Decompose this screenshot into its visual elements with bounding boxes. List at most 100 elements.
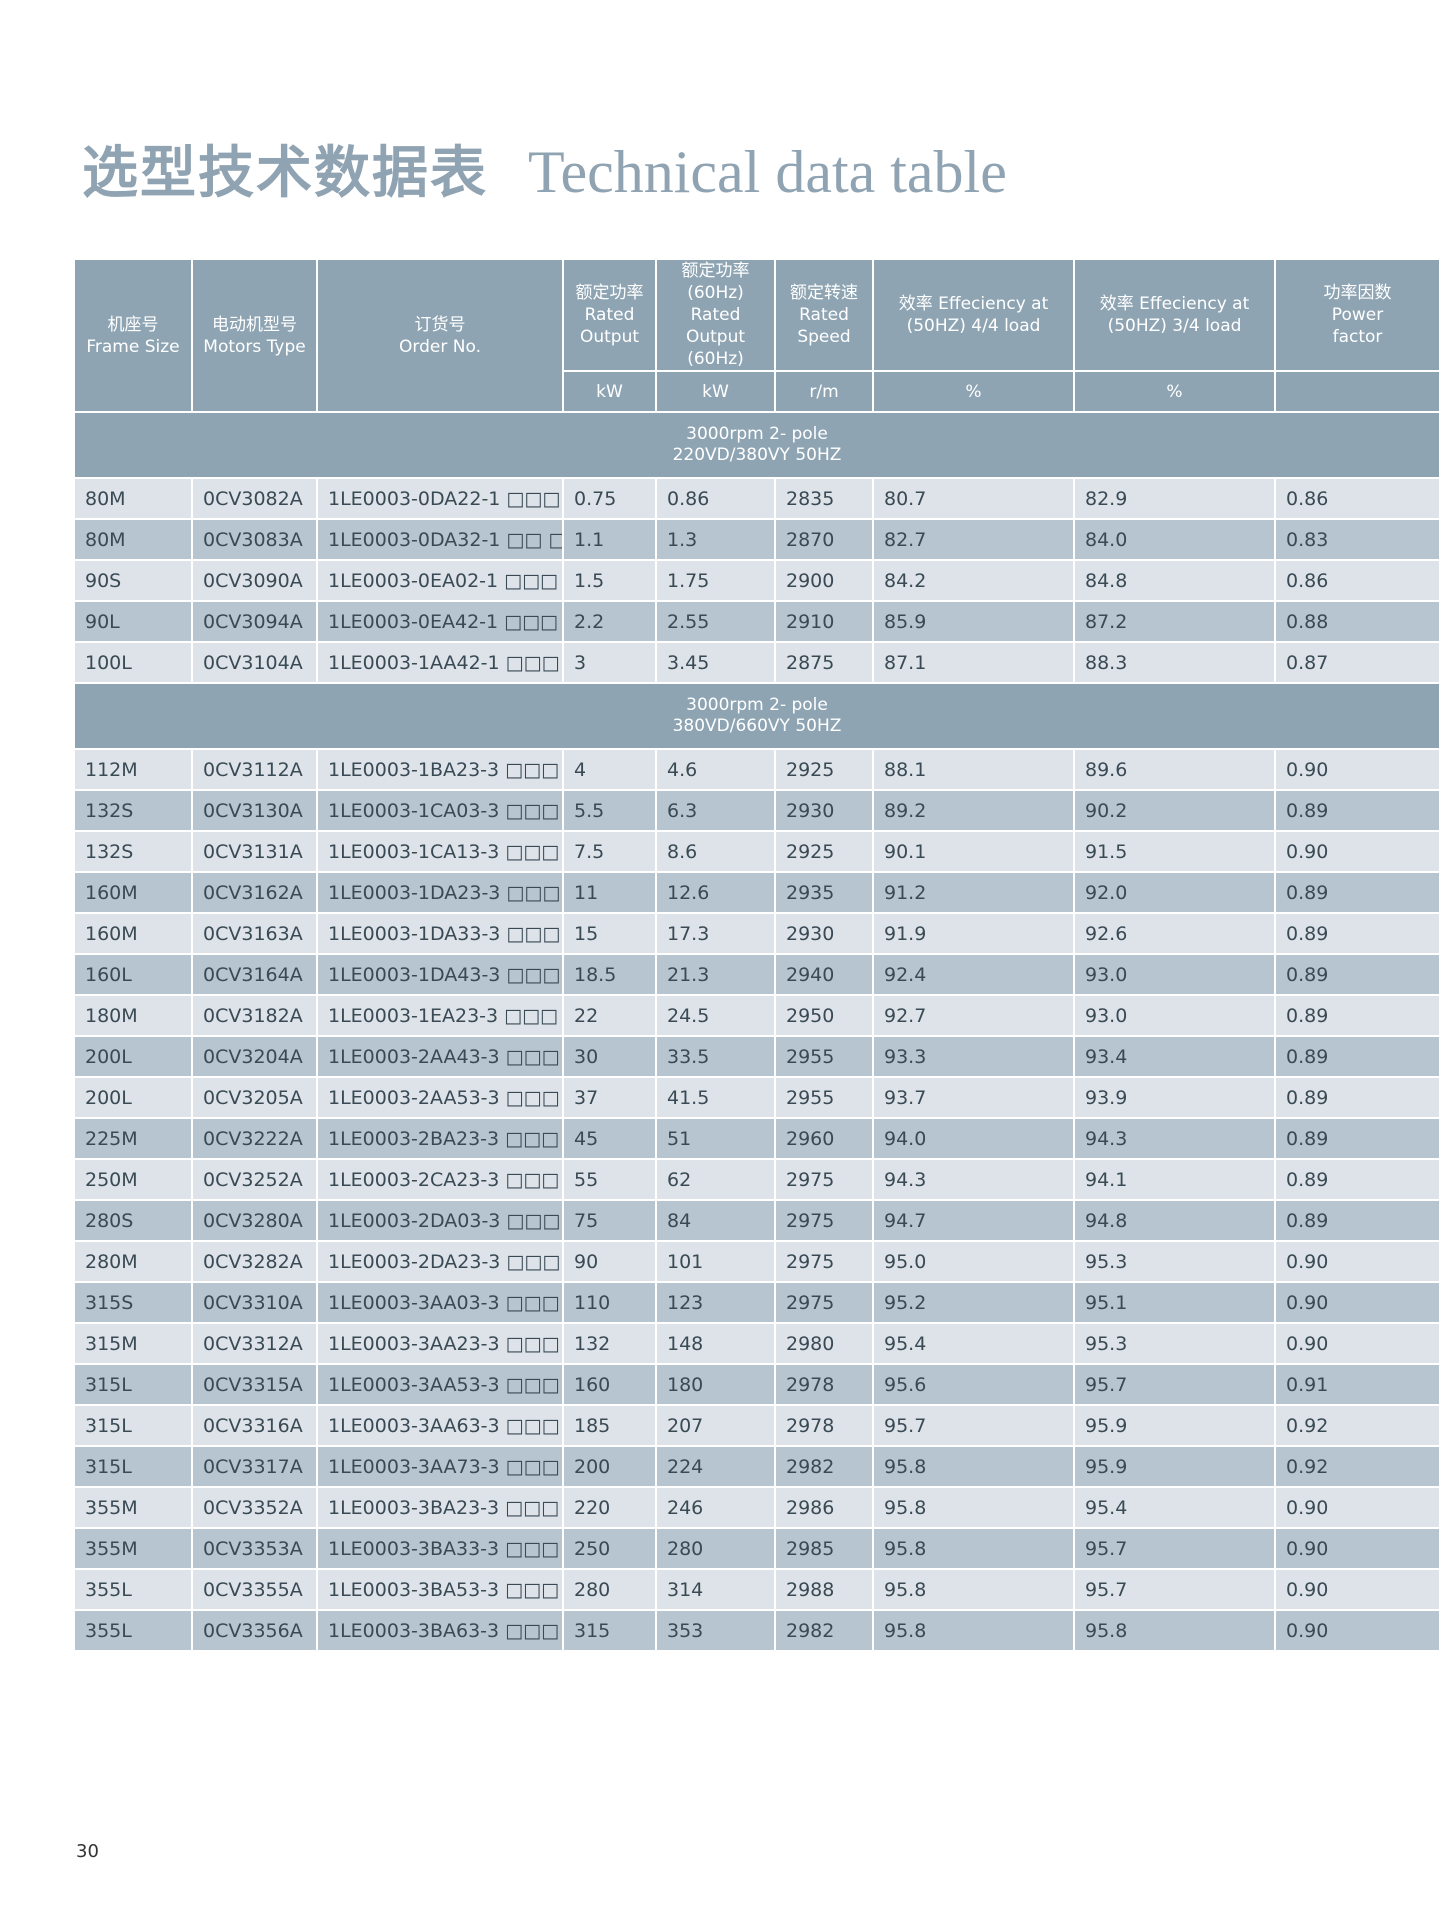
table-cell: 87.2	[1074, 601, 1276, 643]
data-row: 225M 0CV3222A 1LE0003-2BA23-3 □□□ 45 51 2960 9…	[75, 1118, 1440, 1160]
table-cell: 21.3	[656, 954, 776, 996]
table-cell: 75	[563, 1200, 657, 1242]
header-cell: 额定功率 Rated Output	[563, 260, 657, 372]
table-cell: 2900	[775, 560, 874, 602]
table-cell: 95.6	[873, 1364, 1075, 1406]
table-cell: 0CV3280A	[192, 1200, 318, 1242]
table-cell: 95.4	[873, 1323, 1075, 1365]
table-cell: 0CV3315A	[192, 1364, 318, 1406]
header-cell: 订货号 Order No.	[317, 260, 564, 413]
table-cell: 0CV3310A	[192, 1282, 318, 1324]
table-cell: 0.90	[1275, 1241, 1440, 1283]
table-cell: 95.8	[1074, 1610, 1276, 1652]
table-cell: 0.89	[1275, 1200, 1440, 1242]
table-cell: 93.9	[1074, 1077, 1276, 1119]
table-cell: 0CV3130A	[192, 790, 318, 832]
table-cell: 0.90	[1275, 749, 1440, 791]
table-cell: 0.89	[1275, 1036, 1440, 1078]
table-cell: 0CV3163A	[192, 913, 318, 955]
unit-cell: r/m	[775, 371, 874, 413]
table-cell: 1LE0003-2AA53-3 □□□	[317, 1077, 564, 1119]
table-cell: 123	[656, 1282, 776, 1324]
table-cell: 315M	[75, 1323, 193, 1365]
table-cell: 84.2	[873, 560, 1075, 602]
table-cell: 8.6	[656, 831, 776, 873]
table-cell: 0CV3131A	[192, 831, 318, 873]
data-row: 315L 0CV3315A 1LE0003-3AA53-3 □□□ 160 180 297…	[75, 1364, 1440, 1406]
table-cell: 94.3	[1074, 1118, 1276, 1160]
table-cell: 2985	[775, 1528, 874, 1570]
table-cell: 200L	[75, 1036, 193, 1078]
table-cell: 95.7	[873, 1405, 1075, 1447]
table-cell: 1LE0003-0DA32-1 □□ □	[317, 519, 564, 561]
table-cell: 18.5	[563, 954, 657, 996]
unit-cell	[1275, 371, 1440, 413]
table-cell: 2940	[775, 954, 874, 996]
table-cell: 0CV3094A	[192, 601, 318, 643]
table-cell: 0.86	[656, 478, 776, 520]
table-cell: 2982	[775, 1446, 874, 1488]
table-cell: 93.0	[1074, 995, 1276, 1037]
table-cell: 314	[656, 1569, 776, 1611]
header-cell: 功率因数 Power factor	[1275, 260, 1440, 372]
table-cell: 95.9	[1074, 1446, 1276, 1488]
data-row: 355L 0CV3356A 1LE0003-3BA63-3 □□□ 315 353 298…	[75, 1610, 1440, 1652]
table-cell: 1LE0003-3BA33-3 □□□	[317, 1528, 564, 1570]
table-cell: 91.5	[1074, 831, 1276, 873]
table-cell: 0.90	[1275, 1569, 1440, 1611]
table-cell: 132S	[75, 831, 193, 873]
data-row: 355M 0CV3352A 1LE0003-3BA23-3 □□□ 220 246 298…	[75, 1487, 1440, 1529]
table-cell: 0CV3164A	[192, 954, 318, 996]
table-cell: 1LE0003-2AA43-3 □□□	[317, 1036, 564, 1078]
table-cell: 1LE0003-3AA23-3 □□□	[317, 1323, 564, 1365]
table-cell: 2925	[775, 831, 874, 873]
data-row: 315L 0CV3316A 1LE0003-3AA63-3 □□□ 185 207 297…	[75, 1405, 1440, 1447]
table-cell: 95.4	[1074, 1487, 1276, 1529]
table-cell: 0.92	[1275, 1446, 1440, 1488]
table-cell: 37	[563, 1077, 657, 1119]
header-cell: 效率 Effeciency at (50HZ) 3/4 load	[1074, 260, 1276, 372]
table-cell: 0.89	[1275, 1077, 1440, 1119]
table-cell: 0CV3083A	[192, 519, 318, 561]
table-cell: 95.7	[1074, 1364, 1276, 1406]
table-cell: 2925	[775, 749, 874, 791]
table-cell: 0.83	[1275, 519, 1440, 561]
data-row: 315M 0CV3312A 1LE0003-3AA23-3 □□□ 132 148 298…	[75, 1323, 1440, 1365]
table-cell: 1LE0003-2DA23-3 □□□	[317, 1241, 564, 1283]
table-cell: 2955	[775, 1036, 874, 1078]
table-cell: 95.8	[873, 1446, 1075, 1488]
data-row: 160L 0CV3164A 1LE0003-1DA43-3 □□□ 18.5 21.3 2…	[75, 954, 1440, 996]
section-row: 3000rpm 2- pole 220VD/380VY 50HZ	[75, 412, 1440, 479]
table-cell: 93.0	[1074, 954, 1276, 996]
table-cell: 84	[656, 1200, 776, 1242]
table-cell: 1LE0003-0EA02-1 □□□	[317, 560, 564, 602]
section-title: 3000rpm 2- pole 380VD/660VY 50HZ	[75, 683, 1440, 750]
table-cell: 12.6	[656, 872, 776, 914]
table-cell: 3	[563, 642, 657, 684]
table-cell: 95.9	[1074, 1405, 1276, 1447]
table-cell: 80M	[75, 519, 193, 561]
table-cell: 0.89	[1275, 1159, 1440, 1201]
table-cell: 95.8	[873, 1528, 1075, 1570]
table-cell: 3.45	[656, 642, 776, 684]
data-row: 355L 0CV3355A 1LE0003-3BA53-3 □□□ 280 314 298…	[75, 1569, 1440, 1611]
table-cell: 0.89	[1275, 913, 1440, 955]
data-row: 200L 0CV3205A 1LE0003-2AA53-3 □□□ 37 41.5 295…	[75, 1077, 1440, 1119]
data-row: 250M 0CV3252A 1LE0003-2CA23-3 □□□ 55 62 2975 9…	[75, 1159, 1440, 1201]
table-cell: 0.89	[1275, 954, 1440, 996]
table-cell: 30	[563, 1036, 657, 1078]
table-cell: 1LE0003-3BA23-3 □□□	[317, 1487, 564, 1529]
table-cell: 90.1	[873, 831, 1075, 873]
header-cell: 效率 Effeciency at (50HZ) 4/4 load	[873, 260, 1075, 372]
table-cell: 2870	[775, 519, 874, 561]
table-cell: 2980	[775, 1323, 874, 1365]
table-cell: 80.7	[873, 478, 1075, 520]
header-cell: 额定功率 (60Hz) Rated Output (60Hz)	[656, 260, 776, 372]
unit-cell: %	[1074, 371, 1276, 413]
table-cell: 95.3	[1074, 1241, 1276, 1283]
table-cell: 17.3	[656, 913, 776, 955]
table-cell: 95.2	[873, 1282, 1075, 1324]
header-cell: 机座号 Frame Size	[75, 260, 193, 413]
table-cell: 4.6	[656, 749, 776, 791]
